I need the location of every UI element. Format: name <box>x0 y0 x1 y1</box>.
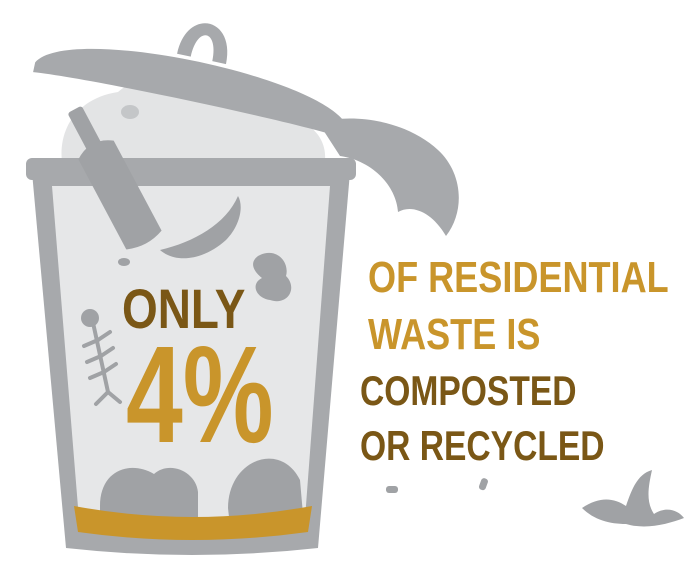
caption-line-2: WASTE IS <box>368 310 541 359</box>
fill-level-bar <box>74 506 312 540</box>
fish-bone-icon <box>81 309 122 406</box>
caption-line-3: COMPOSTED <box>360 367 577 414</box>
banana-icon <box>160 196 241 259</box>
trash-can-lid-icon <box>33 23 349 139</box>
glass-bottle-icon <box>68 106 162 250</box>
apple-core-icon <box>253 252 292 302</box>
percent-value: 4% <box>126 318 274 472</box>
caption-line-4: OR RECYCLED <box>360 422 605 469</box>
banana-peel-icon <box>582 470 684 527</box>
caption-line-1: OF RESIDENTIAL <box>368 253 669 302</box>
plastic-bag <box>318 118 459 236</box>
only-label: ONLY <box>122 277 246 340</box>
